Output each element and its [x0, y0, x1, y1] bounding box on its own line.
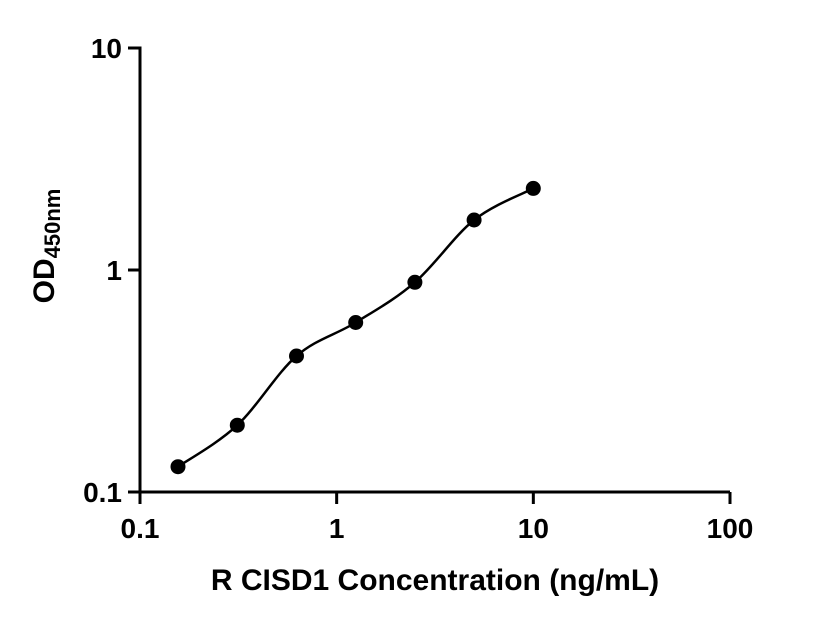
- y-axis-tick-label: 0.1: [83, 477, 122, 508]
- data-point-3: [289, 348, 304, 364]
- x-axis-tick-label: 100: [707, 513, 754, 544]
- x-axis-label: R CISD1 Concentration (ng/mL): [210, 564, 660, 597]
- y-axis-label: OD450nm: [28, 189, 66, 304]
- x-axis-tick-label: 0.1: [121, 513, 160, 544]
- data-point-5: [407, 274, 423, 290]
- data-point-2: [229, 417, 245, 433]
- y-axis-label-subscript: 450nm: [40, 188, 65, 259]
- y-axis-tick-label: 1: [106, 255, 122, 286]
- x-axis-tick-label: 1: [329, 513, 345, 544]
- data-point-6: [466, 212, 482, 228]
- x-axis-tick-label: 10: [518, 513, 549, 544]
- data-point-4: [348, 315, 364, 330]
- y-axis-label-text: OD: [28, 258, 61, 304]
- data-point-1: [170, 459, 186, 475]
- data-point-7: [525, 180, 541, 196]
- y-axis-tick-label: 10: [91, 33, 122, 64]
